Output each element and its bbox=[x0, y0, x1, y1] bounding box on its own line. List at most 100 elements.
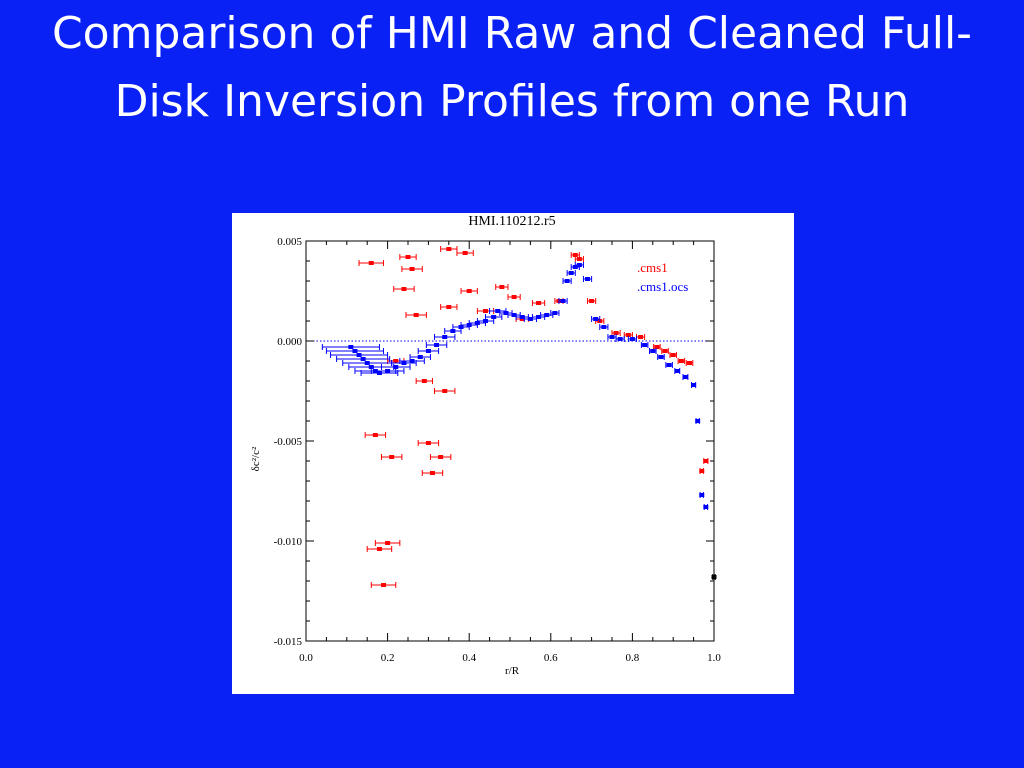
x-tick-label: 0.4 bbox=[462, 652, 476, 664]
data-point bbox=[483, 309, 489, 313]
data-point bbox=[368, 365, 374, 369]
data-point bbox=[401, 287, 407, 291]
data-point bbox=[372, 433, 378, 437]
x-tick-label: 0.6 bbox=[544, 652, 558, 664]
data-point bbox=[536, 315, 542, 319]
slide-title: Comparison of HMI Raw and Cleaned Full-D… bbox=[51, 8, 973, 127]
data-point bbox=[438, 455, 444, 459]
data-point bbox=[609, 335, 615, 339]
data-point bbox=[585, 277, 591, 281]
x-tick-label: 0.0 bbox=[299, 652, 313, 664]
data-point bbox=[511, 295, 517, 299]
data-point bbox=[576, 263, 582, 267]
data-point bbox=[568, 271, 574, 275]
data-point bbox=[405, 255, 411, 259]
x-axis-label: r/R bbox=[504, 665, 520, 677]
data-point bbox=[617, 337, 623, 341]
data-point bbox=[462, 251, 468, 255]
data-point bbox=[503, 311, 509, 315]
x-tick-label: 0.2 bbox=[381, 652, 395, 664]
data-point bbox=[442, 389, 448, 393]
data-point bbox=[425, 349, 431, 353]
data-point bbox=[356, 353, 362, 357]
data-point bbox=[695, 419, 701, 423]
data-point bbox=[601, 325, 607, 329]
data-point bbox=[687, 361, 693, 365]
x-tick-label: 1.0 bbox=[707, 652, 721, 664]
legend-entry-cms1-ocs: .cms1.ocs bbox=[637, 279, 689, 294]
data-point bbox=[666, 363, 672, 367]
data-point bbox=[527, 317, 533, 321]
data-point bbox=[593, 317, 599, 321]
data-point bbox=[711, 575, 717, 579]
data-point bbox=[629, 337, 635, 341]
x-tick-label: 0.8 bbox=[626, 652, 640, 664]
y-axis-label: δc²/c² bbox=[250, 446, 262, 472]
data-point bbox=[381, 583, 387, 587]
legend: .cms1 .cms1.ocs bbox=[637, 258, 688, 296]
data-point bbox=[385, 369, 391, 373]
data-point bbox=[442, 335, 448, 339]
data-point bbox=[703, 459, 709, 463]
data-point bbox=[491, 315, 497, 319]
data-point bbox=[654, 345, 660, 349]
data-point bbox=[650, 349, 656, 353]
data-point bbox=[409, 359, 415, 363]
data-point bbox=[401, 361, 407, 365]
data-point bbox=[450, 329, 456, 333]
data-point bbox=[413, 313, 419, 317]
data-point bbox=[519, 315, 525, 319]
data-point bbox=[499, 285, 505, 289]
data-point bbox=[368, 261, 374, 265]
data-point bbox=[446, 247, 452, 251]
y-tick-label: -0.010 bbox=[274, 536, 303, 548]
data-point bbox=[536, 301, 542, 305]
data-point bbox=[658, 355, 664, 359]
data-point bbox=[385, 541, 391, 545]
data-point bbox=[678, 359, 684, 363]
chart-plot: 0.0 0.2 0.4 0.6 0.8 1.0 0.005 0.000 -0.005 -0.010… bbox=[274, 236, 722, 664]
data-point bbox=[434, 343, 440, 347]
data-point bbox=[613, 331, 619, 335]
data-point bbox=[670, 353, 676, 357]
data-point bbox=[352, 349, 358, 353]
data-point bbox=[393, 359, 399, 363]
data-point bbox=[699, 469, 705, 473]
data-point bbox=[576, 257, 582, 261]
data-point bbox=[682, 375, 688, 379]
y-tick-label: -0.005 bbox=[274, 436, 303, 448]
data-point bbox=[466, 289, 472, 293]
data-point bbox=[560, 299, 566, 303]
data-point bbox=[348, 345, 354, 349]
data-point bbox=[691, 383, 697, 387]
y-tick-label: 0.005 bbox=[277, 236, 302, 248]
data-point bbox=[393, 365, 399, 369]
data-point bbox=[625, 333, 631, 337]
legend-entry-cms1: .cms1 bbox=[637, 260, 668, 275]
data-point bbox=[421, 379, 427, 383]
data-point bbox=[699, 493, 705, 497]
data-point bbox=[638, 335, 644, 339]
data-point bbox=[544, 313, 550, 317]
y-tick-label: 0.000 bbox=[277, 336, 302, 348]
chart-title: HMI.110212.r5 bbox=[468, 214, 556, 229]
data-point bbox=[360, 357, 366, 361]
data-point bbox=[483, 319, 489, 323]
data-point bbox=[564, 279, 570, 283]
data-point bbox=[589, 299, 595, 303]
data-point bbox=[409, 267, 415, 271]
data-point bbox=[446, 305, 452, 309]
data-point bbox=[376, 371, 382, 375]
data-point bbox=[417, 355, 423, 359]
data-point bbox=[703, 505, 709, 509]
data-point bbox=[662, 349, 668, 353]
data-point bbox=[552, 311, 558, 315]
chart-panel: 0.0 0.2 0.4 0.6 0.8 1.0 0.005 0.000 -0.005 -0.010… bbox=[232, 213, 794, 694]
data-point bbox=[389, 455, 395, 459]
data-point bbox=[642, 343, 648, 347]
data-point bbox=[495, 309, 501, 313]
data-point bbox=[376, 547, 382, 551]
y-tick-label: -0.015 bbox=[274, 636, 303, 648]
data-point bbox=[572, 253, 578, 257]
data-point bbox=[425, 441, 431, 445]
